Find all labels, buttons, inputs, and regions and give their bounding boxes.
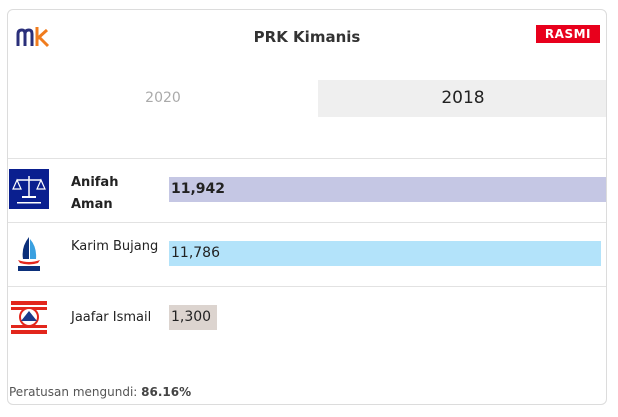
harapan-rakyat-logo-icon [11, 301, 47, 334]
candidate-name: Anifah Aman [71, 175, 119, 212]
page-title: PRK Kimanis [253, 28, 361, 46]
candidate-row: Karim Bujang 11,786 [8, 222, 606, 286]
candidate-name: Jaafar Ismail [71, 310, 152, 325]
turnout-value: 86.16% [141, 385, 192, 399]
turnout-text: Peratusan mengundi: 86.16% [9, 385, 191, 399]
barisan-nasional-logo-icon [9, 169, 49, 209]
tab-2020[interactable]: 2020 [145, 90, 181, 106]
vote-bar: 11,786 [169, 241, 601, 266]
turnout-label: Peratusan mengundi: [9, 385, 138, 399]
mk-logo-icon [16, 27, 50, 48]
status-badge: RASMI [535, 25, 600, 43]
warisan-sabah-logo-icon [18, 237, 40, 271]
tab-2018[interactable]: 2018 [318, 80, 606, 117]
vote-bar: 11,942 [169, 177, 606, 202]
year-tabs: 2020 2018 [8, 80, 606, 117]
vote-bar: 1,300 [169, 305, 217, 330]
candidate-row: Anifah Aman 11,942 [8, 158, 606, 222]
candidate-name: Karim Bujang [71, 239, 159, 254]
candidate-list: Anifah Aman 11,942 Karim Bujang 11,786 [8, 158, 606, 350]
results-card: PRK Kimanis RASMI 2020 2018 Anifah Aman … [7, 9, 607, 405]
candidate-row: Jaafar Ismail 1,300 [8, 286, 606, 350]
